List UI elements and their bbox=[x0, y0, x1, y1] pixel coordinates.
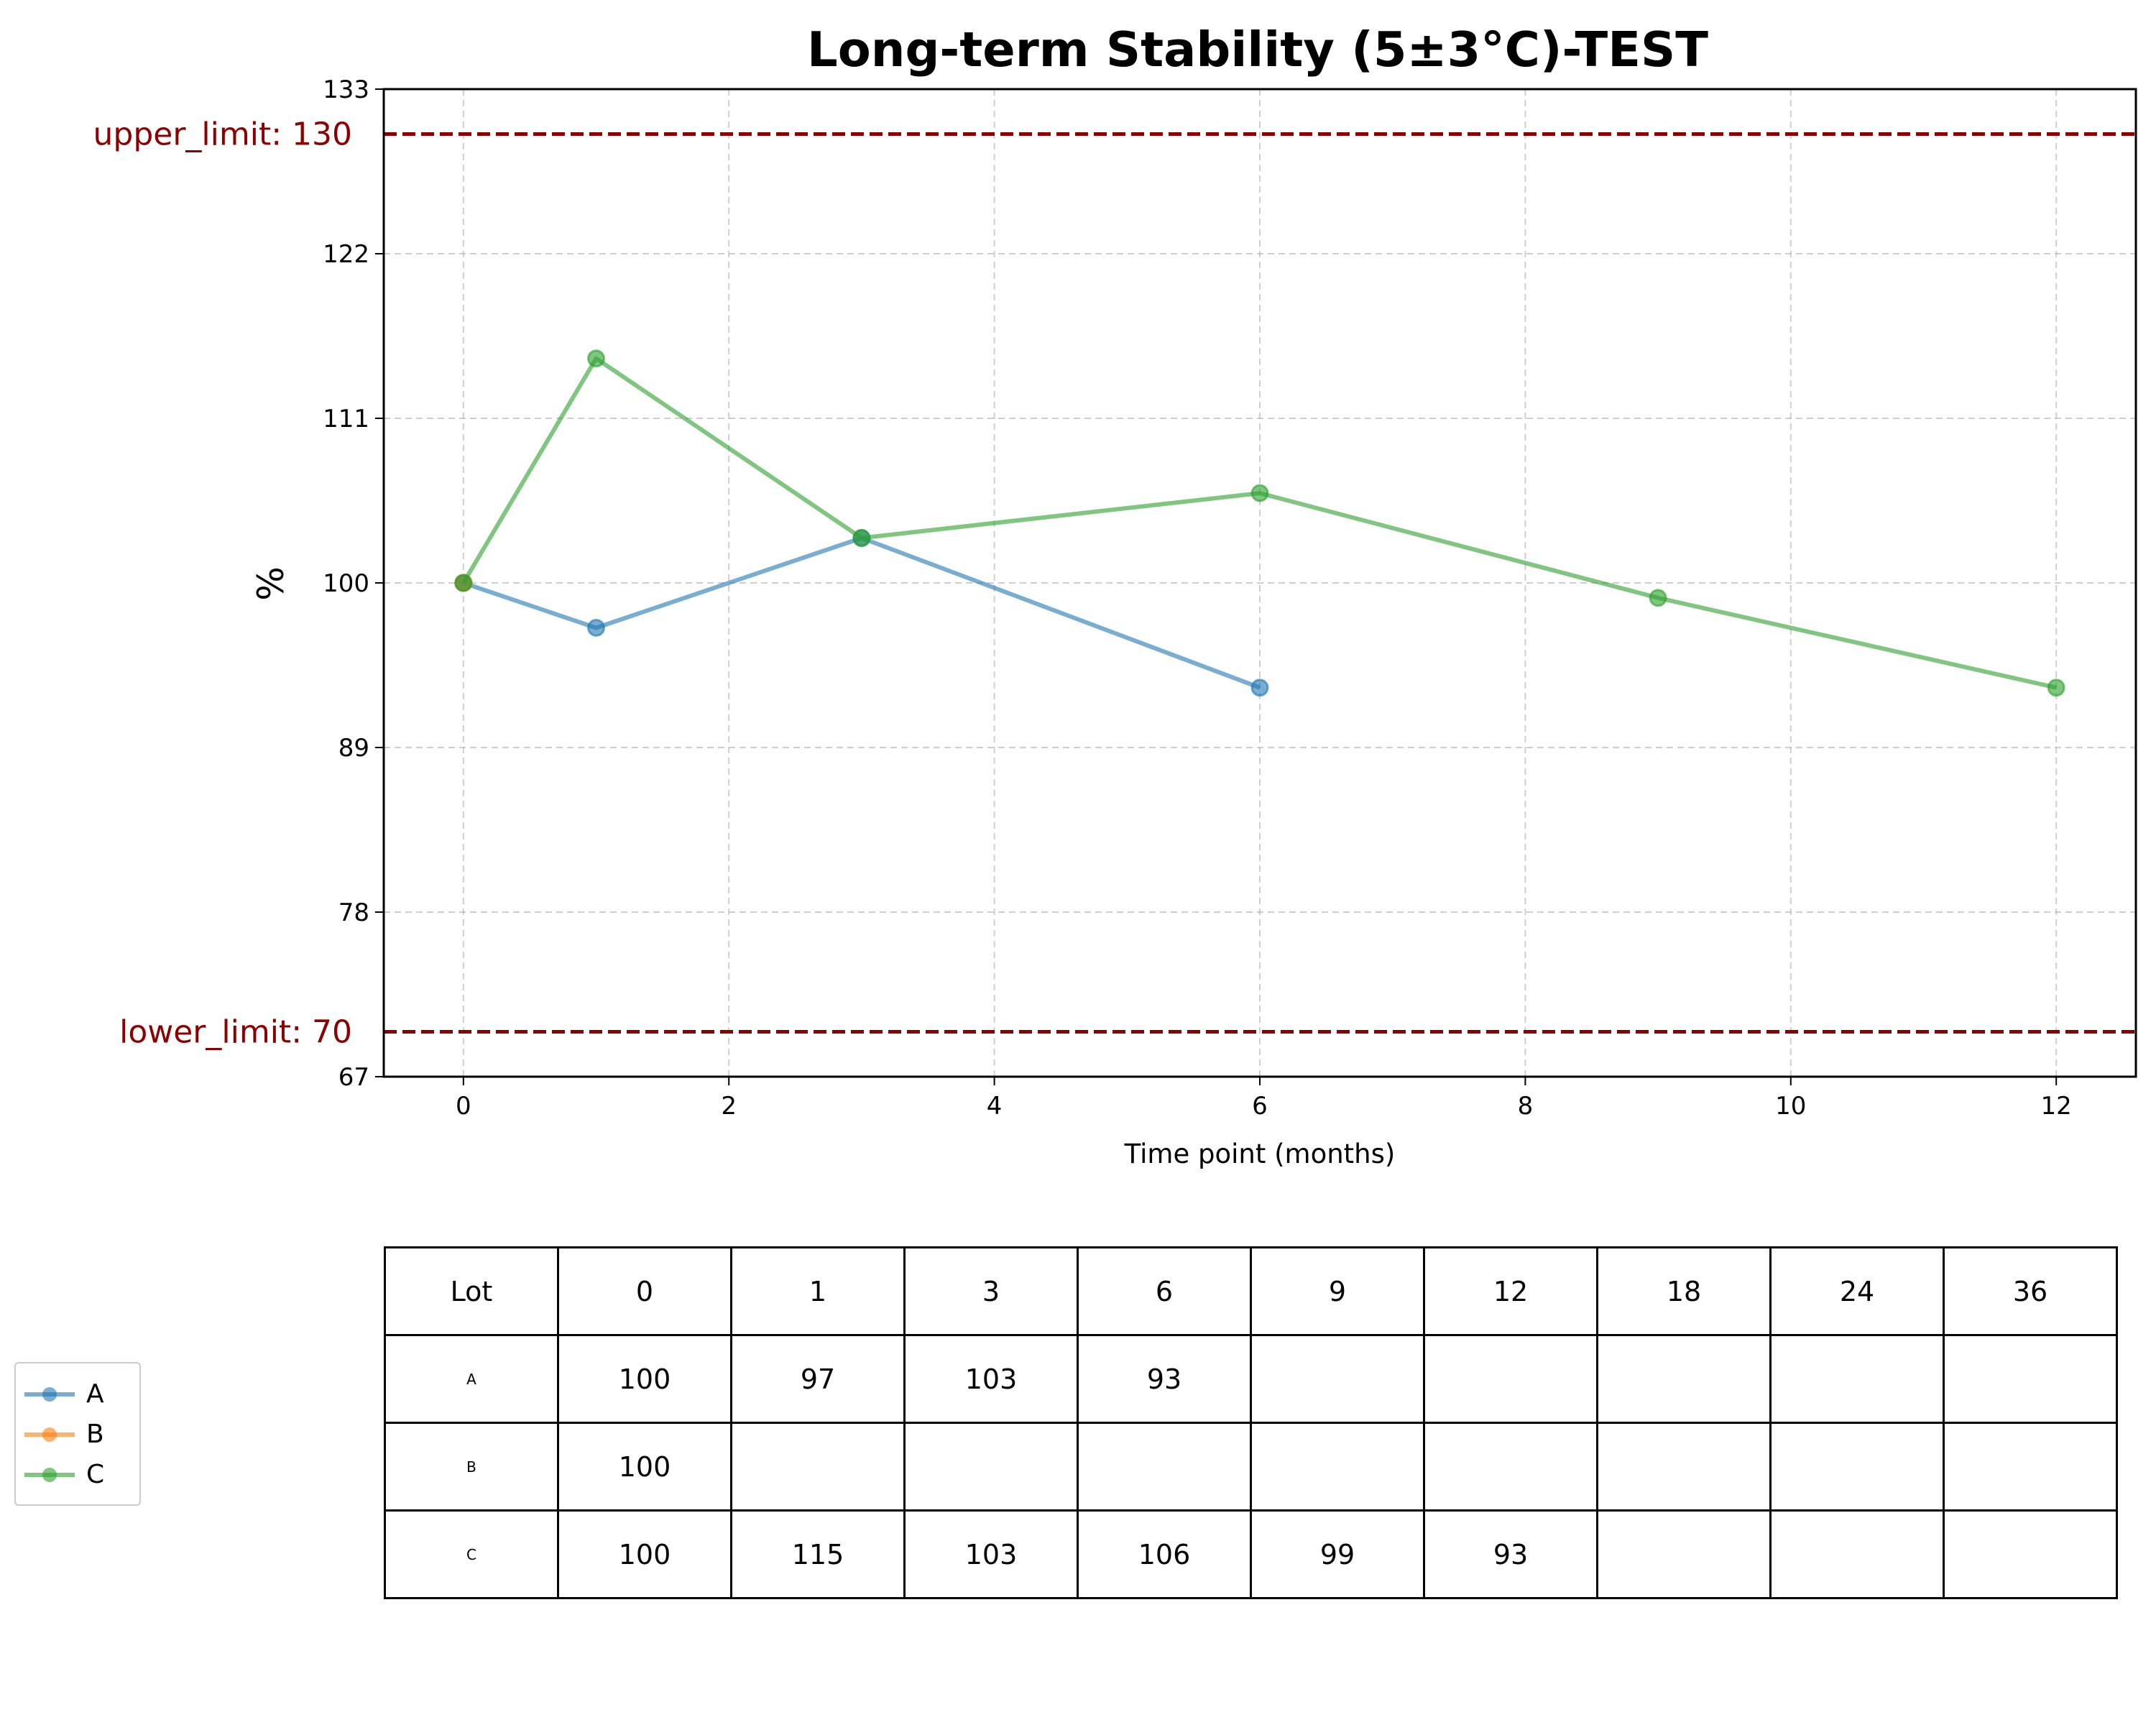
table-cell: 99 bbox=[1250, 1509, 1425, 1599]
y-axis-label: % bbox=[250, 566, 292, 601]
table-body: Lot 0 1 3 6 9 12 18 24 36 A 100 97 103 93 B 100 C 100 115 10… bbox=[384, 1246, 2118, 1599]
header-cell: 9 bbox=[1250, 1246, 1425, 1336]
tick-layer: 0 2 4 6 8 10 12 67 78 89 100 111 122 133 bbox=[323, 75, 2072, 1121]
series-c-point bbox=[587, 349, 606, 368]
header-cell: 3 bbox=[903, 1246, 1079, 1336]
table-cell: 100 bbox=[557, 1509, 732, 1599]
series-c-line bbox=[461, 356, 2057, 690]
y-tick-label: 133 bbox=[323, 75, 369, 104]
table-cell: 93 bbox=[1077, 1334, 1252, 1424]
series-a-point bbox=[1250, 678, 1269, 697]
header-cell: 24 bbox=[1769, 1246, 1945, 1336]
table-cell bbox=[1769, 1509, 1945, 1599]
y-tick-label: 122 bbox=[323, 240, 369, 269]
x-tick-label: 8 bbox=[1518, 1092, 1534, 1121]
legend-swatch-a bbox=[24, 1374, 75, 1414]
grid-layer bbox=[384, 88, 2136, 1077]
table-cell: 93 bbox=[1423, 1509, 1598, 1599]
legend-label-b: B bbox=[86, 1419, 104, 1449]
series-c-point bbox=[1250, 484, 1269, 502]
x-tick-label: 0 bbox=[456, 1092, 471, 1121]
series-c-point bbox=[852, 529, 871, 548]
series-c-point bbox=[2047, 678, 2065, 697]
x-axis-label: Time point (months) bbox=[1124, 1138, 1396, 1169]
y-tick-label: 67 bbox=[338, 1063, 369, 1092]
table-cell bbox=[1250, 1422, 1425, 1512]
legend-label-a: A bbox=[86, 1379, 104, 1409]
table-cell bbox=[1943, 1334, 2118, 1424]
y-tick-label: 111 bbox=[323, 405, 369, 433]
table-cell: 115 bbox=[730, 1509, 906, 1599]
legend-swatch-b bbox=[24, 1414, 75, 1454]
y-tick-label: 89 bbox=[338, 734, 369, 763]
x-tick-label: 10 bbox=[1775, 1092, 1806, 1121]
table-cell bbox=[1943, 1422, 2118, 1512]
header-cell: 12 bbox=[1423, 1246, 1598, 1336]
y-tick-label: 78 bbox=[338, 898, 369, 927]
table-row: A 100 97 103 93 bbox=[384, 1334, 2118, 1424]
table-cell bbox=[1596, 1509, 1772, 1599]
table-cell bbox=[1596, 1334, 1772, 1424]
table-row: C 100 115 103 106 99 93 bbox=[384, 1509, 2118, 1599]
table-cell bbox=[1943, 1509, 2118, 1599]
series-c-point bbox=[1649, 589, 1667, 607]
table-header-row: Lot 0 1 3 6 9 12 18 24 36 bbox=[384, 1246, 2118, 1336]
table-cell bbox=[1250, 1334, 1425, 1424]
table-cell bbox=[1769, 1334, 1945, 1424]
header-cell: 6 bbox=[1077, 1246, 1252, 1336]
table-cell bbox=[1769, 1422, 1945, 1512]
table-cell bbox=[1423, 1422, 1598, 1512]
table-cell: 103 bbox=[903, 1509, 1079, 1599]
series-layer bbox=[454, 349, 2065, 697]
x-tick-label: 4 bbox=[987, 1092, 1003, 1121]
header-cell: 1 bbox=[730, 1246, 906, 1336]
x-tick-label: 6 bbox=[1252, 1092, 1268, 1121]
table-cell bbox=[1423, 1334, 1598, 1424]
header-cell: 36 bbox=[1943, 1246, 2118, 1336]
table-cell bbox=[730, 1422, 906, 1512]
header-cell: 18 bbox=[1596, 1246, 1772, 1336]
header-cell: 0 bbox=[557, 1246, 732, 1336]
y-tick-label: 100 bbox=[323, 569, 369, 598]
legend-item-a: A bbox=[24, 1374, 139, 1414]
lot-cell: B bbox=[384, 1422, 559, 1512]
limit-layer: upper_limit: 130 lower_limit: 70 bbox=[93, 116, 2136, 1051]
series-a-line bbox=[462, 535, 1261, 690]
table-cell: 103 bbox=[903, 1334, 1079, 1424]
header-cell-lot: Lot bbox=[384, 1246, 559, 1336]
table-row: B 100 bbox=[384, 1422, 2118, 1512]
legend: A B C bbox=[14, 1362, 141, 1506]
lot-cell: A bbox=[384, 1334, 559, 1424]
table-cell: 100 bbox=[557, 1422, 732, 1512]
series-a-point bbox=[587, 618, 606, 637]
table-cell: 106 bbox=[1077, 1509, 1252, 1599]
chart-svg: Long-term Stability (5±3°C)-TEST upper_l… bbox=[93, 22, 2137, 1169]
chart-title: Long-term Stability (5±3°C)-TEST bbox=[807, 22, 1708, 78]
table-cell: 100 bbox=[557, 1334, 732, 1424]
legend-item-b: B bbox=[24, 1414, 139, 1454]
table-cell bbox=[903, 1422, 1079, 1512]
table-cell bbox=[1077, 1422, 1252, 1512]
table-cell bbox=[1596, 1422, 1772, 1512]
lower-limit-label: lower_limit: 70 bbox=[119, 1014, 352, 1051]
legend-item-c: C bbox=[24, 1454, 139, 1494]
series-c-point bbox=[454, 574, 473, 592]
upper-limit-label: upper_limit: 130 bbox=[93, 116, 353, 152]
x-tick-label: 2 bbox=[721, 1092, 737, 1121]
legend-swatch-c bbox=[24, 1454, 75, 1494]
legend-label-c: C bbox=[86, 1459, 105, 1489]
table-cell: 97 bbox=[730, 1334, 906, 1424]
x-tick-label: 12 bbox=[2041, 1092, 2072, 1121]
data-table: Lot 0 1 3 6 9 12 18 24 36 A 100 97 103 93 B 100 C 100 115 10… bbox=[384, 1246, 2118, 1599]
lot-cell: C bbox=[384, 1509, 559, 1599]
